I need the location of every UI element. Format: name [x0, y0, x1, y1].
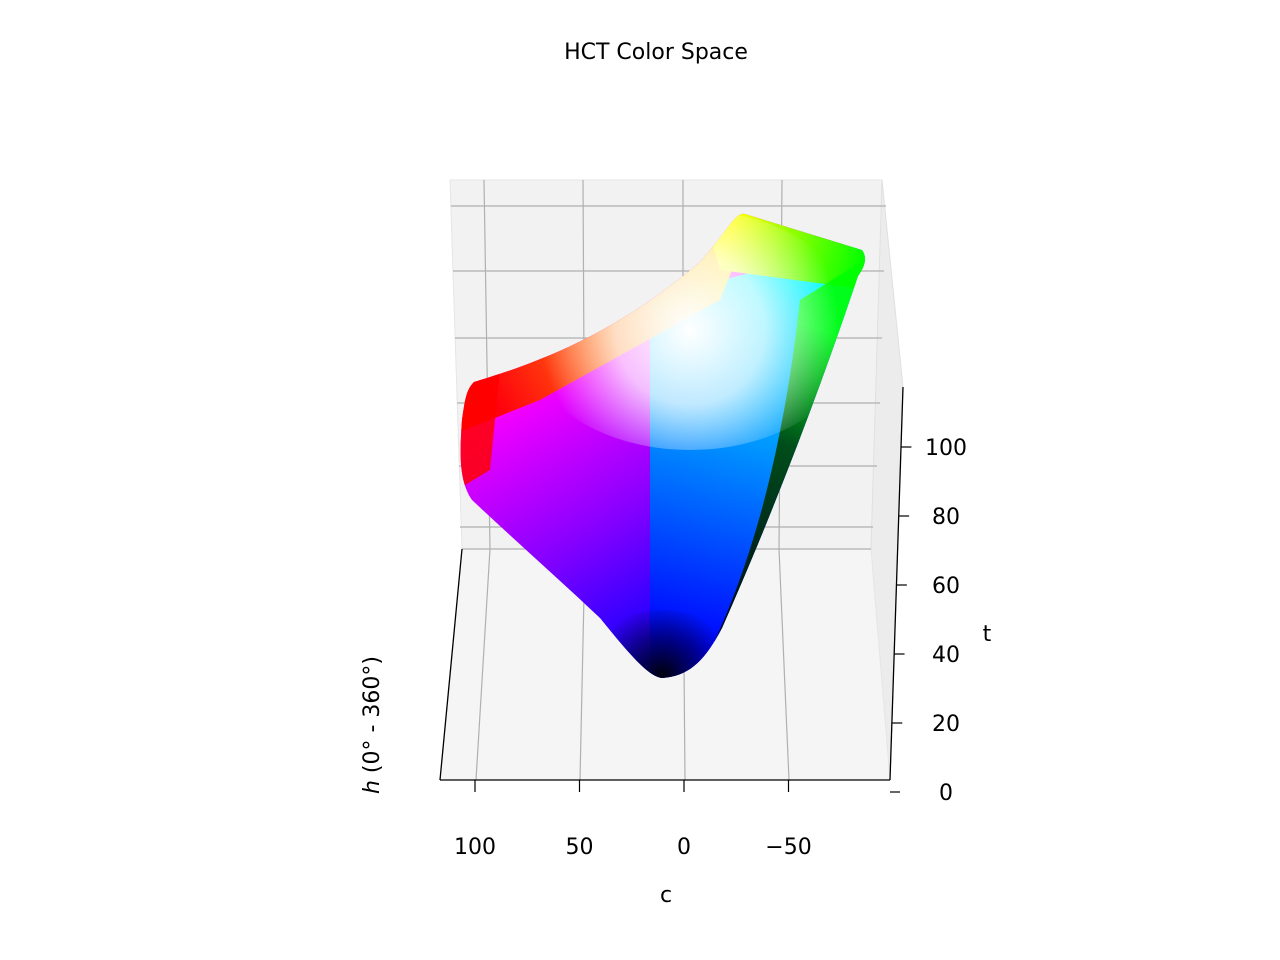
c-tick-label-0: 100 — [454, 835, 496, 860]
h-axis-label: h (0° - 360°) — [360, 656, 385, 794]
h-axis-label-range: (0° - 360°) — [360, 656, 385, 780]
t-axis-label: t — [983, 622, 992, 647]
t-axis-line — [889, 386, 904, 781]
t-tick-label-5: 100 — [925, 436, 967, 461]
t-tick-label-2: 40 — [932, 643, 960, 668]
c-tick-label-2: 0 — [677, 835, 691, 860]
t-tick-label-3: 60 — [932, 574, 960, 599]
c-axis-label: c — [660, 883, 672, 908]
t-tick-label-0: 0 — [939, 781, 953, 806]
axis-lines — [439, 386, 904, 781]
c-tick-label-1: 50 — [566, 835, 594, 860]
t-tick-label-4: 80 — [932, 505, 960, 530]
t-tick-label-1: 20 — [932, 712, 960, 737]
t-axis-ticks: 0 20 40 60 80 100 — [890, 436, 967, 806]
h-axis-line — [439, 548, 463, 781]
c-tick-label-3: −50 — [765, 835, 811, 860]
chart-title: HCT Color Space — [564, 40, 748, 65]
surface-black-tip — [582, 610, 742, 678]
surface-red-edge — [460, 360, 500, 500]
h-axis-label-symbol: h — [360, 780, 385, 794]
c-axis-ticks: 100 50 0 −50 — [454, 780, 812, 860]
